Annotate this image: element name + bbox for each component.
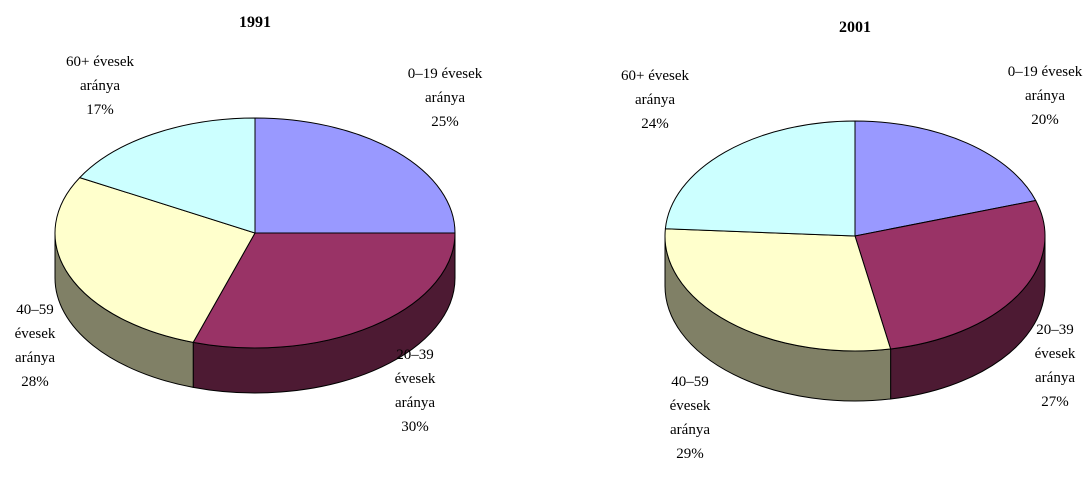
category-label: 40–59 évesek aránya <box>14 302 56 366</box>
slice-label: 40–59 évesek aránya 28% <box>8 298 63 394</box>
category-label: 20–39 évesek aránya <box>394 347 436 411</box>
value-label: 24% <box>641 116 669 132</box>
value-label: 30% <box>401 419 429 435</box>
category-label: 60+ évesek aránya <box>65 54 135 94</box>
category-label: 20–39 évesek aránya <box>1034 322 1076 386</box>
slice-label: 20–39 évesek aránya 30% <box>385 343 445 439</box>
slice-label: 40–59 évesek aránya 29% <box>660 370 720 466</box>
slice <box>254 117 456 234</box>
category-label: 40–59 évesek aránya <box>669 374 711 438</box>
category-label: 0–19 évesek aránya <box>407 66 483 106</box>
slice <box>192 232 456 349</box>
slice-label: 0–19 évesek aránya 25% <box>390 62 500 134</box>
slice <box>854 120 1037 237</box>
value-label: 20% <box>1031 112 1059 128</box>
slice <box>79 117 256 234</box>
slice <box>54 177 256 343</box>
slice <box>664 120 856 237</box>
slice-label: 0–19 évesek aránya 20% <box>990 60 1086 132</box>
slice-label: 20–39 évesek aránya 27% <box>1025 318 1085 414</box>
value-label: 28% <box>21 374 49 390</box>
slice-label: 60+ évesek aránya 24% <box>605 64 705 136</box>
value-label: 29% <box>676 446 704 462</box>
value-label: 27% <box>1041 394 1069 410</box>
category-label: 0–19 évesek aránya <box>1007 64 1083 104</box>
category-label: 60+ évesek aránya <box>620 68 690 108</box>
slice <box>664 228 892 352</box>
chart-title: 1991 <box>239 14 271 31</box>
value-label: 17% <box>86 102 114 118</box>
value-label: 25% <box>431 114 459 130</box>
slice <box>854 199 1046 350</box>
chart-title: 2001 <box>839 19 871 36</box>
slice-label: 60+ évesek aránya 17% <box>50 50 150 122</box>
